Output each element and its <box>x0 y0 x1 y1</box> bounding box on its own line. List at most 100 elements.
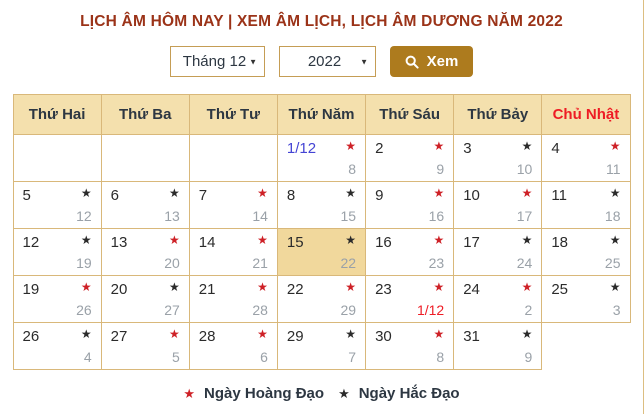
solar-date[interactable]: 22 <box>286 281 304 298</box>
calendar-cell[interactable]: 2 ★ 9 <box>365 134 455 182</box>
solar-date[interactable]: 15 <box>286 234 304 251</box>
legend-label: Ngày Hắc Đạo <box>358 385 460 402</box>
calendar-cell[interactable]: 12 ★ 19 <box>12 228 102 276</box>
calendar-cell[interactable]: 19 ★ 26 <box>12 275 102 323</box>
star-icon: ★ <box>80 233 92 247</box>
solar-date[interactable]: 24 <box>463 281 480 298</box>
calendar-cell[interactable]: 14 ★ 21 <box>188 228 278 276</box>
solar-date[interactable]: 23 <box>375 281 392 298</box>
solar-date[interactable]: 1/12 <box>286 140 317 157</box>
view-button[interactable]: Xem <box>390 46 473 77</box>
calendar-cell[interactable]: 22 ★ 29 <box>276 275 367 323</box>
day-header: Thứ Tư <box>188 94 278 135</box>
star-icon: ★ <box>433 280 445 294</box>
solar-date[interactable]: 31 <box>463 328 480 345</box>
calendar-cell-empty <box>541 322 630 370</box>
lunar-date: 11 <box>605 161 621 177</box>
lunar-date: 4 <box>83 349 92 365</box>
calendar-cell[interactable]: 1/12 ★ 8 <box>276 134 367 182</box>
star-icon: ★ <box>609 186 621 200</box>
solar-date[interactable]: 9 <box>375 187 384 204</box>
solar-date[interactable]: 12 <box>22 234 40 251</box>
solar-date[interactable]: 13 <box>110 234 128 251</box>
calendar-body: 1/12 ★ 8 2 ★ 9 3 ★ 10 4 ★ 11 5 ★ 12 6 ★ 13 7 ★ 14 8 ★ 15 9 ★ 16 10 ★… <box>12 134 631 370</box>
solar-date[interactable]: 14 <box>198 234 216 251</box>
calendar-cell[interactable]: 23 ★ 1/12 <box>365 275 455 323</box>
calendar-legend: ★ Ngày Hoàng Đạo ★ Ngày Hắc Đạo <box>0 385 643 402</box>
calendar-cell[interactable]: 10 ★ 17 <box>453 181 543 229</box>
lunar-date: 5 <box>171 349 180 365</box>
solar-date[interactable]: 11 <box>551 187 567 204</box>
calendar-cell[interactable]: 4 ★ 11 <box>541 134 631 182</box>
solar-date[interactable]: 26 <box>22 328 40 345</box>
solar-date[interactable]: 30 <box>375 328 392 345</box>
star-icon: ★ <box>345 139 357 153</box>
lunar-date: 29 <box>340 302 357 318</box>
calendar-cell[interactable]: 6 ★ 13 <box>100 181 190 229</box>
calendar-cell[interactable]: 29 ★ 7 <box>276 322 367 370</box>
calendar-cell[interactable]: 20 ★ 27 <box>100 275 190 323</box>
chevron-down-icon: ▼ <box>249 57 257 66</box>
solar-date[interactable]: 3 <box>463 140 472 157</box>
calendar-cell[interactable]: 28 ★ 6 <box>188 322 278 370</box>
calendar-cell[interactable]: 25 ★ 3 <box>541 275 631 323</box>
solar-date[interactable]: 20 <box>110 281 128 298</box>
lunar-date: 24 <box>516 255 533 271</box>
lunar-date: 25 <box>604 255 621 271</box>
lunar-date: 22 <box>340 255 357 271</box>
calendar-cell-empty <box>12 134 102 182</box>
day-header: Thứ Năm <box>276 94 367 135</box>
solar-date[interactable]: 7 <box>198 187 208 204</box>
solar-date[interactable]: 16 <box>375 234 392 251</box>
solar-date[interactable]: 18 <box>551 234 569 251</box>
solar-date[interactable]: 6 <box>110 187 119 204</box>
star-icon: ★ <box>433 186 445 200</box>
calendar-cell[interactable]: 27 ★ 5 <box>100 322 190 370</box>
solar-date[interactable]: 4 <box>551 140 560 157</box>
solar-date[interactable]: 8 <box>286 187 296 204</box>
star-icon: ★ <box>80 280 92 294</box>
day-header: Chủ Nhật <box>541 94 631 135</box>
chevron-down-icon: ▼ <box>360 57 368 66</box>
solar-date[interactable]: 5 <box>22 187 31 204</box>
calendar-cell[interactable]: 13 ★ 20 <box>100 228 190 276</box>
calendar-cell[interactable]: 5 ★ 12 <box>12 181 102 229</box>
calendar-cell[interactable]: 18 ★ 25 <box>541 228 631 276</box>
lunar-date: 9 <box>436 161 445 177</box>
calendar-cell[interactable]: 8 ★ 15 <box>276 181 367 229</box>
solar-date[interactable]: 2 <box>375 140 384 157</box>
solar-date[interactable]: 28 <box>198 328 216 345</box>
solar-date[interactable]: 29 <box>286 328 304 345</box>
solar-date[interactable]: 19 <box>22 281 40 298</box>
solar-date[interactable]: 21 <box>198 281 216 298</box>
star-icon: ★ <box>257 280 268 294</box>
calendar-week-row: 26 ★ 4 27 ★ 5 28 ★ 6 29 ★ 7 30 ★ 8 31 ★ 9 <box>12 322 630 370</box>
calendar-cell[interactable]: 7 ★ 14 <box>188 181 278 229</box>
solar-date[interactable]: 27 <box>110 328 128 345</box>
star-icon: ★ <box>433 327 445 341</box>
lunar-date: 20 <box>164 255 180 271</box>
solar-date[interactable]: 10 <box>463 187 480 204</box>
calendar-cell[interactable]: 26 ★ 4 <box>12 322 102 370</box>
calendar-cell[interactable]: 30 ★ 8 <box>365 322 455 370</box>
calendar-cell[interactable]: 11 ★ 18 <box>541 181 631 229</box>
calendar-cell[interactable]: 3 ★ 10 <box>453 134 543 182</box>
month-select[interactable]: Tháng 12 ▼ <box>170 46 265 77</box>
calendar-cell[interactable]: 24 ★ 2 <box>453 275 543 323</box>
calendar-cell[interactable]: 16 ★ 23 <box>365 228 455 276</box>
calendar-cell[interactable]: 17 ★ 24 <box>453 228 543 276</box>
year-select[interactable]: 2022 ▼ <box>279 46 376 77</box>
solar-date[interactable]: 17 <box>463 234 480 251</box>
lunar-date: 3 <box>612 302 621 318</box>
calendar-cell[interactable]: 21 ★ 28 <box>188 275 278 323</box>
lunar-date: 10 <box>516 161 533 177</box>
calendar-week-row: 12 ★ 19 13 ★ 20 14 ★ 21 15 ★ 22 16 ★ 23 17 ★ 24 18 ★ 25 <box>12 228 631 276</box>
star-icon: ★ <box>169 280 180 294</box>
lunar-date: 14 <box>252 208 268 224</box>
lunar-date: 8 <box>436 349 445 365</box>
solar-date[interactable]: 25 <box>551 281 569 298</box>
calendar-cell[interactable]: 15 ★ 22 <box>276 228 367 276</box>
calendar-cell[interactable]: 9 ★ 16 <box>365 181 455 229</box>
calendar-cell[interactable]: 31 ★ 9 <box>453 322 543 370</box>
star-icon: ★ <box>433 233 445 247</box>
